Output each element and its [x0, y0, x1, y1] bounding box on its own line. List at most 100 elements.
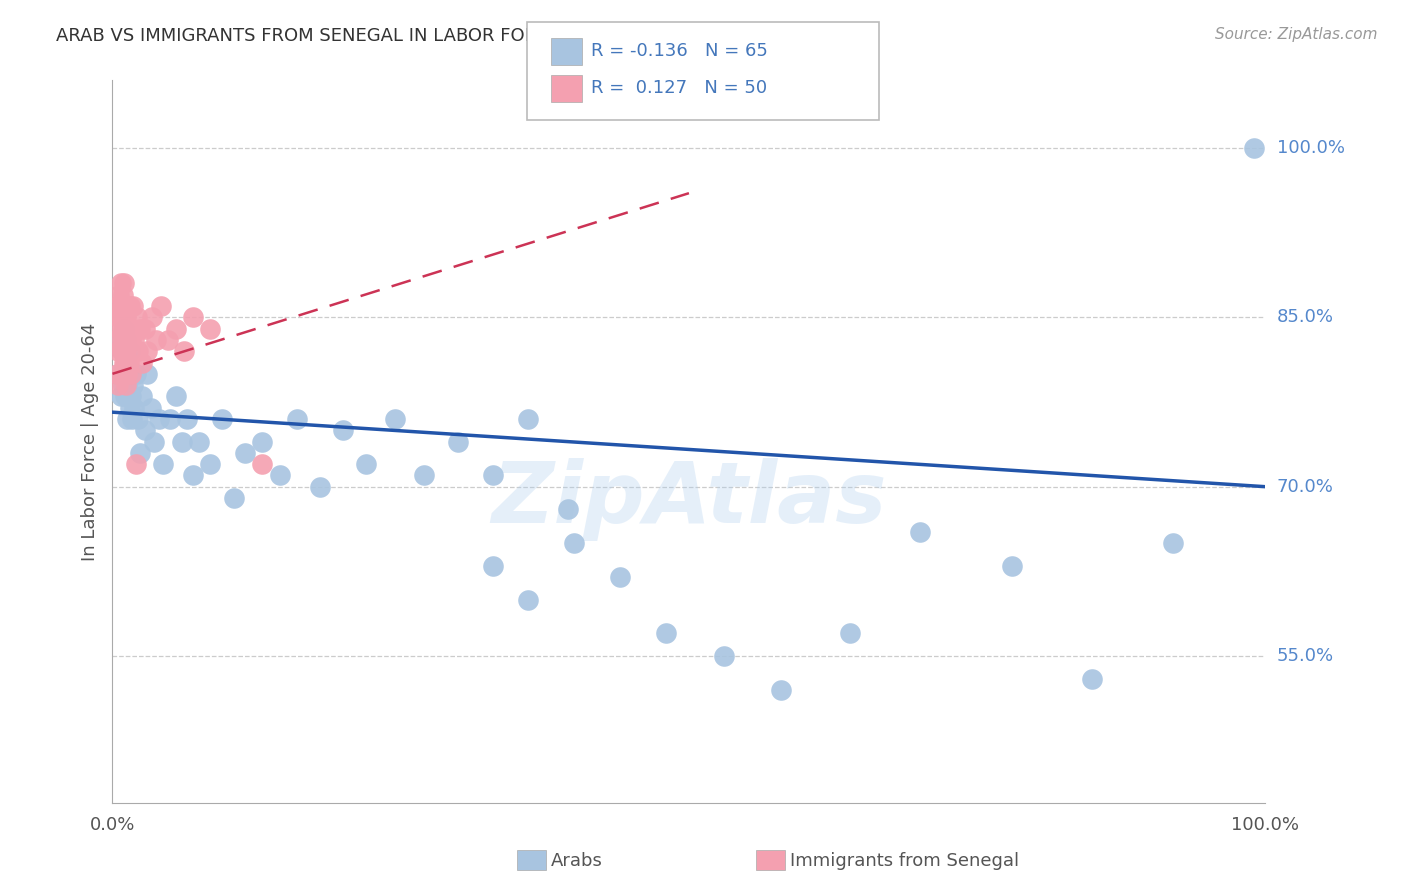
Point — [222, 491, 245, 505]
Point — [110, 277, 132, 291]
Point — [285, 412, 308, 426]
Point — [121, 412, 143, 426]
Point — [111, 333, 134, 347]
Point — [115, 333, 138, 347]
Point — [112, 367, 135, 381]
Text: Arabs: Arabs — [551, 852, 603, 870]
Point — [115, 378, 138, 392]
Point — [131, 389, 153, 403]
Point — [211, 412, 233, 426]
Point — [134, 423, 156, 437]
Point — [111, 321, 134, 335]
Point — [127, 344, 149, 359]
Point — [117, 367, 139, 381]
Point — [111, 299, 134, 313]
Point — [181, 468, 204, 483]
Text: 100.0%: 100.0% — [1277, 139, 1344, 157]
Point — [134, 321, 156, 335]
Point — [516, 412, 538, 426]
Point — [139, 401, 162, 415]
Point — [111, 344, 134, 359]
Y-axis label: In Labor Force | Age 20-64: In Labor Force | Age 20-64 — [80, 322, 98, 561]
Point — [105, 299, 128, 313]
Point — [114, 389, 136, 403]
Point — [127, 412, 149, 426]
Point — [309, 480, 332, 494]
Point — [115, 355, 138, 369]
Point — [136, 367, 159, 381]
Text: 100.0%: 100.0% — [1232, 816, 1299, 834]
Point — [1161, 536, 1184, 550]
Point — [156, 333, 179, 347]
Point — [111, 367, 134, 381]
Text: ARAB VS IMMIGRANTS FROM SENEGAL IN LABOR FORCE | AGE 20-64 CORRELATION CHART: ARAB VS IMMIGRANTS FROM SENEGAL IN LABOR… — [56, 27, 873, 45]
Point — [482, 558, 505, 573]
Point — [170, 434, 193, 449]
Text: 0.0%: 0.0% — [90, 816, 135, 834]
Point — [111, 378, 134, 392]
Point — [110, 310, 132, 325]
Point — [120, 367, 142, 381]
Point — [188, 434, 211, 449]
Text: Source: ZipAtlas.com: Source: ZipAtlas.com — [1215, 27, 1378, 42]
Point — [713, 648, 735, 663]
Point — [117, 367, 139, 381]
Point — [165, 389, 187, 403]
Point — [120, 389, 142, 403]
Text: 85.0%: 85.0% — [1277, 309, 1333, 326]
Point — [269, 468, 291, 483]
Point — [117, 321, 139, 335]
Point — [108, 333, 131, 347]
Point — [111, 287, 134, 301]
Point — [124, 401, 146, 415]
Point — [117, 355, 139, 369]
Point — [200, 457, 222, 471]
Point — [125, 310, 148, 325]
Point — [447, 434, 470, 449]
Point — [117, 412, 139, 426]
Point — [124, 457, 146, 471]
Point — [562, 536, 585, 550]
Point — [145, 333, 167, 347]
Point — [165, 321, 187, 335]
Point — [609, 570, 631, 584]
Point — [516, 592, 538, 607]
Point — [104, 333, 127, 347]
Point — [118, 344, 141, 359]
Text: Immigrants from Senegal: Immigrants from Senegal — [790, 852, 1019, 870]
Point — [107, 378, 129, 392]
Point — [115, 344, 138, 359]
Point — [332, 423, 354, 437]
Point — [252, 457, 274, 471]
Point — [1081, 672, 1104, 686]
Point — [159, 412, 181, 426]
Point — [117, 333, 139, 347]
Point — [149, 299, 172, 313]
Point — [122, 299, 145, 313]
Point — [117, 378, 139, 392]
Point — [114, 355, 136, 369]
Point — [129, 446, 152, 460]
Point — [181, 310, 204, 325]
Text: 55.0%: 55.0% — [1277, 647, 1334, 665]
Point — [655, 626, 678, 640]
Point — [131, 355, 153, 369]
Point — [110, 389, 132, 403]
Point — [121, 321, 143, 335]
Point — [108, 287, 131, 301]
Point — [107, 310, 129, 325]
Point — [482, 468, 505, 483]
Point — [108, 321, 131, 335]
Point — [120, 333, 142, 347]
Point — [118, 401, 141, 415]
Point — [118, 299, 141, 313]
Point — [124, 367, 146, 381]
Point — [908, 524, 931, 539]
Point — [354, 457, 377, 471]
Point — [129, 321, 152, 335]
Point — [105, 367, 128, 381]
Point — [557, 502, 579, 516]
Point — [412, 468, 434, 483]
Point — [143, 434, 166, 449]
Point — [770, 682, 793, 697]
